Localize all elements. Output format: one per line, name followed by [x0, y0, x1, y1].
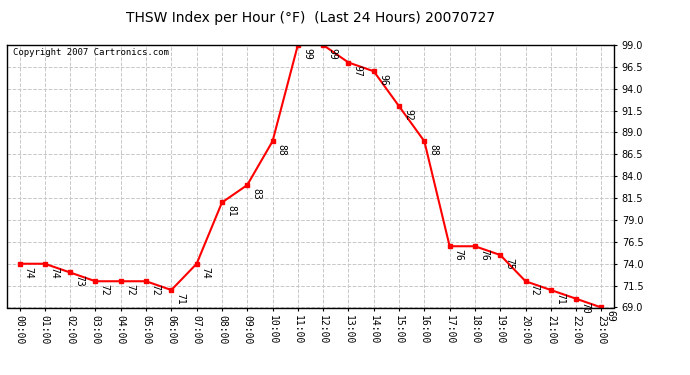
Text: 88: 88 [428, 144, 439, 156]
Text: 88: 88 [277, 144, 287, 156]
Text: Copyright 2007 Cartronics.com: Copyright 2007 Cartronics.com [13, 48, 169, 57]
Text: 72: 72 [125, 284, 135, 296]
Text: 99: 99 [327, 48, 337, 60]
Text: 75: 75 [504, 258, 515, 270]
Text: 72: 72 [99, 284, 110, 296]
Text: 99: 99 [302, 48, 312, 60]
Text: THSW Index per Hour (°F)  (Last 24 Hours) 20070727: THSW Index per Hour (°F) (Last 24 Hours)… [126, 11, 495, 25]
Text: 72: 72 [150, 284, 160, 296]
Text: 70: 70 [580, 302, 591, 313]
Text: 96: 96 [378, 74, 388, 86]
Text: 69: 69 [606, 310, 615, 322]
Text: 83: 83 [251, 188, 262, 200]
Text: 97: 97 [353, 65, 363, 77]
Text: 92: 92 [403, 109, 413, 121]
Text: 74: 74 [23, 267, 34, 278]
Text: 73: 73 [75, 275, 84, 287]
Text: 71: 71 [555, 293, 565, 304]
Text: 76: 76 [479, 249, 489, 261]
Text: 71: 71 [175, 293, 186, 304]
Text: 76: 76 [454, 249, 464, 261]
Text: 81: 81 [226, 205, 236, 217]
Text: 74: 74 [201, 267, 211, 278]
Text: 72: 72 [530, 284, 540, 296]
Text: 74: 74 [49, 267, 59, 278]
